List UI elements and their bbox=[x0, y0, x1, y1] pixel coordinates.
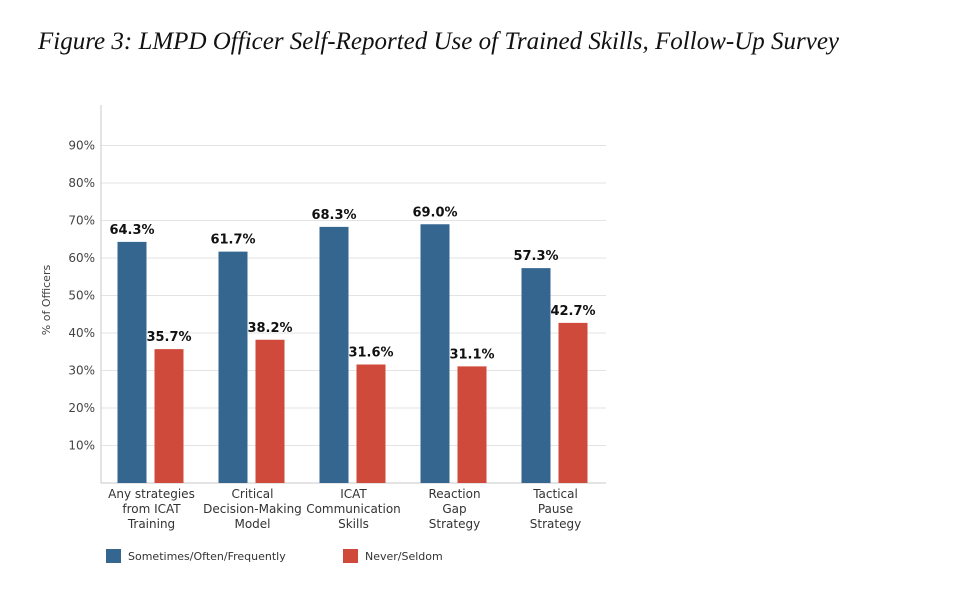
bar bbox=[420, 224, 450, 483]
bar bbox=[255, 339, 285, 483]
y-tick-label: 40% bbox=[68, 326, 95, 340]
y-tick-label: 20% bbox=[68, 401, 95, 415]
data-label: 35.7% bbox=[146, 330, 191, 345]
category-label: Tactical bbox=[532, 487, 578, 501]
bar bbox=[154, 349, 184, 483]
data-label: 61.7% bbox=[210, 233, 255, 248]
category-label: ICAT bbox=[340, 487, 367, 501]
category-label: Any strategies bbox=[108, 487, 195, 501]
grid-lines bbox=[101, 145, 606, 446]
category-label: from ICAT bbox=[122, 502, 181, 516]
data-label: 38.2% bbox=[247, 321, 292, 336]
category-label: Reaction bbox=[428, 487, 480, 501]
bars bbox=[117, 224, 588, 483]
bar bbox=[558, 322, 588, 483]
category-label: Pause bbox=[538, 502, 573, 516]
legend: Sometimes/Often/Frequently Never/Seldom bbox=[106, 549, 443, 563]
y-tick-label: 50% bbox=[68, 289, 95, 303]
data-label: 31.1% bbox=[449, 347, 494, 362]
category-label: Model bbox=[234, 517, 270, 531]
data-label: 31.6% bbox=[348, 346, 393, 361]
y-tick-label: 90% bbox=[68, 139, 95, 153]
data-label: 69.0% bbox=[412, 205, 457, 220]
bar bbox=[218, 251, 248, 483]
bar bbox=[319, 226, 349, 483]
legend-label: Never/Seldom bbox=[365, 550, 443, 563]
y-tick-label: 10% bbox=[68, 439, 95, 453]
y-tick-label: 80% bbox=[68, 176, 95, 190]
data-label: 64.3% bbox=[109, 223, 154, 238]
category-label: Critical bbox=[232, 487, 274, 501]
legend-swatch bbox=[106, 549, 121, 563]
category-label: Gap bbox=[442, 502, 466, 516]
bar bbox=[457, 366, 487, 483]
legend-label: Sometimes/Often/Frequently bbox=[128, 550, 286, 563]
y-tick-label: 60% bbox=[68, 251, 95, 265]
bar bbox=[356, 364, 386, 483]
data-label: 42.7% bbox=[550, 304, 595, 319]
category-label: Decision-Making bbox=[203, 502, 302, 516]
legend-swatch bbox=[343, 549, 358, 563]
category-label: Training bbox=[127, 517, 175, 531]
y-axis-label: % of Officers bbox=[40, 265, 53, 336]
figure-title: Figure 3: LMPD Officer Self-Reported Use… bbox=[38, 28, 840, 55]
data-label: 57.3% bbox=[513, 249, 558, 264]
bar bbox=[117, 241, 147, 483]
category-label: Skills bbox=[338, 517, 369, 531]
data-label: 68.3% bbox=[311, 208, 356, 223]
data-labels: 64.3% 35.7% 61.7% 38.2% 68.3% 31.6% 69.0% 31.1%… bbox=[109, 205, 595, 362]
y-tick-label: 70% bbox=[68, 214, 95, 228]
y-tick-label: 30% bbox=[68, 364, 95, 378]
category-label: Strategy bbox=[429, 517, 480, 531]
bar bbox=[521, 268, 551, 483]
y-axis-ticks: 10% 20% 30% 40% 50% 60% 70% 80% 90% bbox=[68, 139, 95, 453]
category-label: Communication bbox=[306, 502, 401, 516]
category-label: Strategy bbox=[530, 517, 581, 531]
